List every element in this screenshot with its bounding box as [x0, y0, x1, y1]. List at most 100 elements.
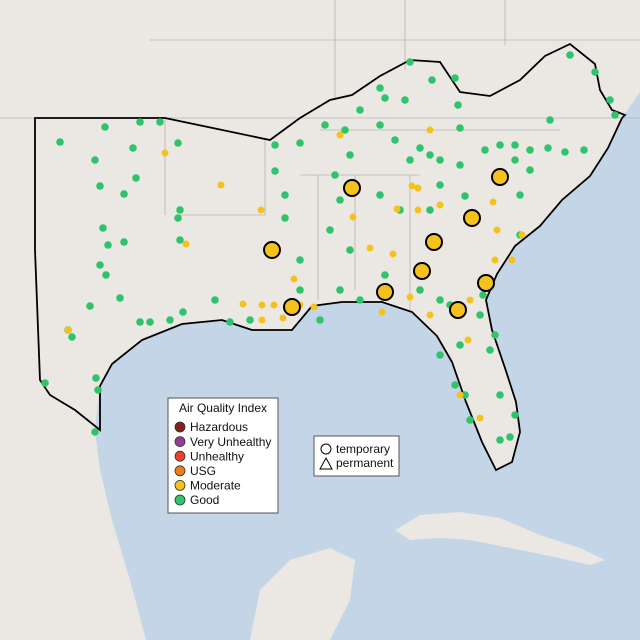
monitor-good	[479, 291, 487, 299]
monitor-good	[336, 286, 344, 294]
monitor-good	[591, 68, 599, 76]
legend-swatch	[174, 450, 186, 462]
monitor-moderate	[518, 231, 526, 239]
legend-label: Good	[190, 493, 219, 507]
monitor-good	[428, 76, 436, 84]
monitor-good	[461, 192, 469, 200]
monitor-moderate	[406, 293, 414, 301]
monitor-moderate	[336, 131, 344, 139]
monitor-good	[176, 236, 184, 244]
monitor-moderate	[239, 300, 247, 308]
monitor-good	[176, 206, 184, 214]
monitor-moderate	[466, 296, 474, 304]
monitor-temporary	[263, 241, 281, 259]
legend-label: permanent	[336, 456, 394, 470]
monitor-good	[391, 136, 399, 144]
monitor-good	[91, 428, 99, 436]
monitor-good	[526, 166, 534, 174]
monitor-good	[606, 96, 614, 104]
monitor-good	[94, 386, 102, 394]
monitor-moderate	[366, 244, 374, 252]
monitor-good	[136, 118, 144, 126]
monitor-good	[356, 296, 364, 304]
monitor-good	[136, 318, 144, 326]
monitor-good	[456, 341, 464, 349]
monitor-good	[544, 144, 552, 152]
monitor-moderate	[436, 201, 444, 209]
monitor-good	[376, 84, 384, 92]
monitor-moderate	[270, 301, 278, 309]
monitor-good	[451, 381, 459, 389]
monitor-temporary	[283, 298, 301, 316]
monitor-good	[436, 296, 444, 304]
monitor-good	[91, 156, 99, 164]
monitor-temporary	[449, 301, 467, 319]
monitor-moderate	[310, 303, 318, 311]
monitor-good	[376, 191, 384, 199]
monitor-good	[516, 191, 524, 199]
monitor-good	[481, 146, 489, 154]
monitor-good	[506, 433, 514, 441]
monitor-moderate	[408, 182, 416, 190]
monitor-good	[454, 101, 462, 109]
monitor-good	[561, 148, 569, 156]
monitor-moderate	[257, 206, 265, 214]
monitor-good	[426, 206, 434, 214]
triangle-symbol	[319, 456, 333, 470]
monitor-moderate	[493, 226, 501, 234]
monitor-good	[156, 118, 164, 126]
monitor-good	[546, 116, 554, 124]
monitors	[41, 51, 619, 444]
monitor-moderate	[258, 316, 266, 324]
monitor-good	[611, 111, 619, 119]
monitor-good	[436, 156, 444, 164]
monitor-moderate	[290, 275, 298, 283]
monitor-good	[376, 121, 384, 129]
monitor-good	[356, 106, 364, 114]
monitor-moderate	[414, 206, 422, 214]
monitor-good	[96, 261, 104, 269]
monitor-good	[281, 214, 289, 222]
monitor-good	[99, 224, 107, 232]
monitor-good	[416, 144, 424, 152]
monitor-good	[456, 161, 464, 169]
monitor-good	[86, 302, 94, 310]
legend-label: Moderate	[190, 479, 241, 493]
legend-label: Hazardous	[190, 420, 248, 434]
monitor-temporary	[463, 209, 481, 227]
monitor-good	[174, 139, 182, 147]
monitor-moderate	[508, 256, 516, 264]
monitor-good	[466, 416, 474, 424]
legend-title: Air Quality Index	[179, 401, 267, 415]
monitor-good	[296, 256, 304, 264]
legend-label: USG	[190, 464, 216, 478]
monitor-good	[381, 94, 389, 102]
monitor-moderate	[389, 250, 397, 258]
monitor-temporary	[343, 179, 361, 197]
monitor-moderate	[426, 311, 434, 319]
monitor-good	[456, 124, 464, 132]
monitor-moderate	[217, 181, 225, 189]
monitor-moderate	[464, 336, 472, 344]
monitor-good	[102, 271, 110, 279]
monitor-good	[104, 241, 112, 249]
monitor-good	[496, 391, 504, 399]
monitor-good	[511, 141, 519, 149]
legend-label: Unhealthy	[190, 449, 244, 463]
monitor-moderate	[426, 126, 434, 134]
legend-swatch	[174, 479, 186, 491]
monitor-good	[211, 296, 219, 304]
monitor-good	[56, 138, 64, 146]
monitor-good	[296, 286, 304, 294]
monitor-good	[166, 316, 174, 324]
monitor-good	[226, 318, 234, 326]
monitor-good	[271, 141, 279, 149]
monitor-good	[486, 346, 494, 354]
legend-box	[167, 397, 279, 514]
monitor-good	[461, 391, 469, 399]
site-legend: temporary permanent	[313, 435, 400, 477]
monitor-moderate	[279, 314, 287, 322]
